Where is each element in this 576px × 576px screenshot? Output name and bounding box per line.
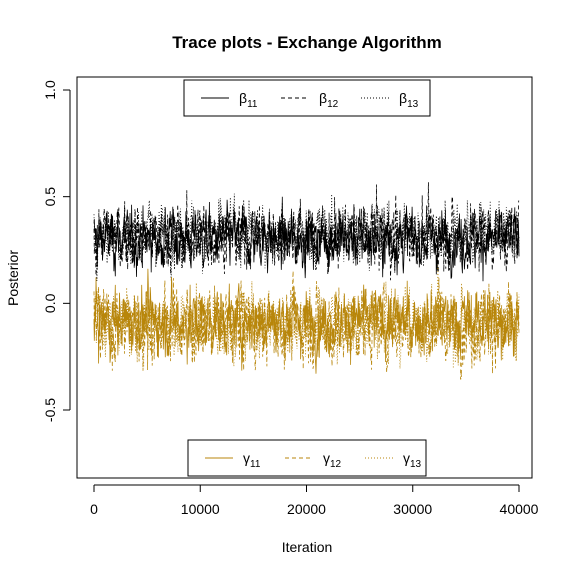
y-tick-label: -0.5 [42, 398, 58, 422]
y-axis: -0.5 0.0 0.5 1.0 [42, 80, 71, 422]
x-tick-label: 30000 [393, 501, 432, 517]
y-tick-label: 1.0 [42, 80, 58, 100]
x-tick-label: 20000 [287, 501, 326, 517]
trace-beta-dotted [93, 193, 520, 281]
y-axis-label: Posterior [5, 250, 21, 306]
y-tick-label: 0.0 [42, 293, 58, 313]
legend-label: γ11 [243, 450, 261, 470]
legend-label: γ12 [323, 450, 342, 470]
y-tick-label: 0.5 [42, 187, 58, 207]
legend-label: β13 [399, 90, 419, 110]
x-tick-label: 0 [90, 501, 98, 517]
chart-title: Trace plots - Exchange Algorithm [172, 33, 442, 52]
x-axis-label: Iteration [282, 539, 333, 555]
legend-gamma: γ11 γ12 γ13 [187, 439, 427, 477]
trace-series-group [93, 182, 520, 380]
trace-gamma-solid [93, 268, 520, 374]
x-tick-label: 10000 [181, 501, 220, 517]
legend-beta: β11 β12 β13 [183, 79, 431, 117]
trace-beta-dashed [93, 182, 520, 281]
legend-label: γ13 [403, 450, 422, 470]
plot-frame [76, 76, 533, 479]
x-axis: 0 10000 20000 30000 40000 [90, 484, 539, 517]
legend-label: β11 [239, 90, 258, 110]
legend-label: β12 [319, 90, 339, 110]
trace-gamma-dotted [93, 265, 520, 369]
trace-gamma-dashed [93, 270, 520, 380]
x-tick-label: 40000 [500, 501, 539, 517]
